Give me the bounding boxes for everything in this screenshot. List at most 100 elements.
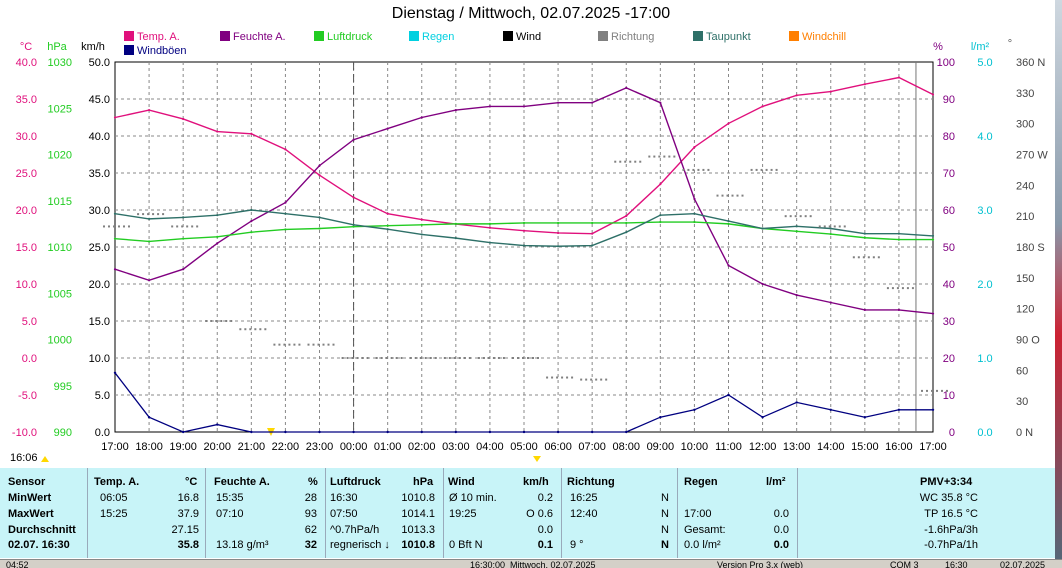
direction-point (434, 357, 437, 359)
series-point (556, 231, 560, 235)
tick-time: 04:00 (476, 441, 504, 453)
windgust-point (931, 408, 935, 411)
tick-press: 1000 (48, 335, 72, 347)
legend-label: Temp. A. (137, 31, 180, 43)
tick-time: 06:00 (544, 441, 572, 453)
dir-time: 16:25 (570, 492, 598, 504)
legend-item: Windchill (789, 31, 846, 43)
legend-label: Regen (422, 31, 455, 43)
windgust-point (556, 430, 560, 434)
direction-point (736, 194, 739, 197)
direction-point (634, 160, 637, 163)
direction-point (273, 343, 276, 346)
series-point (318, 164, 321, 167)
direction-point (215, 320, 218, 322)
press-value: 1010.8 (401, 539, 435, 551)
status-field: 02.07.2025 (1000, 560, 1046, 568)
direction-point (196, 225, 199, 228)
windgust-point (795, 401, 798, 404)
direction-point (123, 225, 125, 228)
direction-point (867, 256, 870, 259)
column-divider (677, 468, 678, 558)
time-marker-label: 16:06 (10, 452, 38, 464)
tick-dir: 270 W (1016, 150, 1048, 162)
legend-item: Feuchte A. (220, 31, 286, 43)
tick-time: 10:00 (681, 441, 709, 453)
series-point (693, 212, 696, 215)
direction-point (877, 256, 880, 259)
press-value: 1010.8 (401, 492, 435, 504)
direction-point (118, 225, 120, 228)
tick-time: 01:00 (374, 441, 402, 453)
background-strip (1055, 0, 1062, 559)
legend-label: Taupunkt (706, 31, 751, 43)
series-point (420, 223, 423, 226)
series-point (420, 233, 423, 236)
direction-point (497, 357, 500, 359)
direction-point (487, 357, 490, 359)
wind-time: 0 Bft N (449, 539, 483, 551)
direction-point (366, 357, 369, 359)
tick-time: 13:00 (783, 441, 811, 453)
rain-value: 0.0 (773, 508, 789, 520)
direction-point (512, 357, 514, 359)
series-point (522, 229, 526, 232)
windgust-point (829, 408, 832, 411)
direction-point (619, 160, 622, 163)
direction-point (249, 328, 252, 331)
direction-point (818, 225, 821, 228)
series-point (182, 237, 185, 240)
column-divider (797, 468, 798, 558)
direction-point (833, 225, 836, 228)
temp-time: 06:05 (100, 492, 128, 504)
direction-point (789, 215, 792, 218)
direction-point (429, 357, 432, 359)
rain-time: 17:00 (684, 508, 712, 520)
series-point (113, 116, 117, 119)
series-point (795, 94, 798, 97)
legend-item: Richtung (598, 31, 654, 43)
direction-point (443, 357, 446, 359)
tick-hum: 50 (943, 242, 955, 254)
direction-point (492, 357, 495, 359)
header-pmv: PMV+3:34 (920, 476, 973, 488)
column-divider (325, 468, 326, 558)
legend-item: Windböen (124, 45, 187, 57)
tick-press: 990 (54, 427, 72, 439)
series-point (488, 105, 492, 108)
tick-wind: 15.0 (89, 316, 110, 328)
series-point (931, 93, 935, 96)
direction-point (157, 213, 160, 216)
series-point (693, 197, 696, 200)
unit-hum: % (933, 41, 943, 53)
windgust-point (147, 416, 151, 419)
tick-time: 11:00 (715, 441, 742, 453)
tick-hum: 90 (943, 94, 955, 106)
series-point (318, 216, 321, 219)
direction-point (799, 215, 802, 218)
tick-time: 21:00 (238, 441, 266, 453)
tick-wind: 5.0 (95, 390, 110, 402)
tick-time: 00:00 (340, 441, 368, 453)
dir-value: N (661, 508, 669, 520)
tick-time: 09:00 (647, 441, 675, 453)
row-label: 02.07. 16:30 (8, 539, 70, 551)
direction-point (658, 155, 661, 158)
direction-point (191, 225, 194, 228)
windgust-point (216, 423, 219, 426)
tick-temp: -10.0 (12, 427, 37, 439)
series-point (931, 238, 935, 241)
direction-point (731, 194, 734, 197)
series-point (284, 212, 287, 215)
direction-point (522, 357, 524, 359)
direction-point (137, 213, 140, 216)
direction-point (838, 225, 841, 228)
direction-point (385, 357, 388, 359)
direction-point (716, 194, 719, 197)
windgust-point (590, 430, 594, 434)
series-point (182, 117, 185, 121)
direction-point (205, 320, 208, 322)
direction-point (419, 357, 422, 359)
direction-point (663, 155, 666, 158)
tick-time: 17:00 (101, 441, 129, 453)
